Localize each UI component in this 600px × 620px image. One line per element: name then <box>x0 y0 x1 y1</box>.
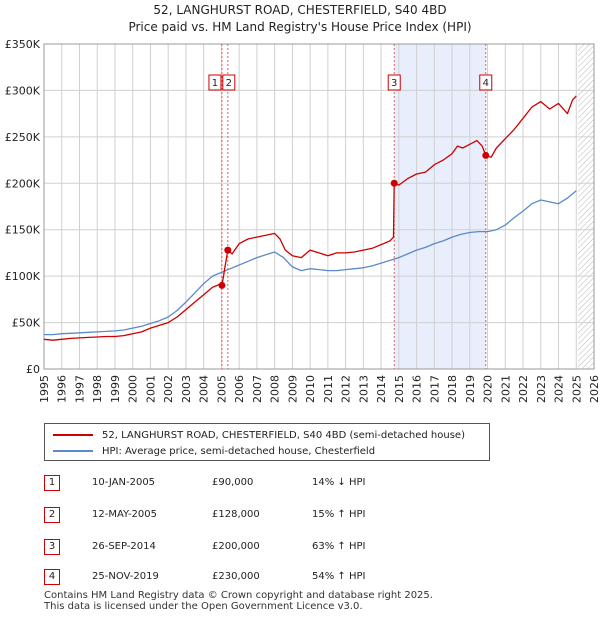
transaction-date: 12-MAY-2005 <box>92 509 158 520</box>
transaction-date: 25-NOV-2019 <box>92 571 159 582</box>
y-tick-label: £300K <box>5 84 41 97</box>
x-tick-label: 2007 <box>251 375 264 403</box>
x-tick-label: 1999 <box>109 375 122 403</box>
x-tick-label: 2018 <box>446 375 459 403</box>
sale-point <box>390 179 398 187</box>
transaction-row: 2 12-MAY-2005 £128,000 15% ↑ HPI <box>44 506 464 526</box>
x-tick-label: 2002 <box>162 375 175 403</box>
transaction-row: 1 10-JAN-2005 £90,000 14% ↓ HPI <box>44 474 464 494</box>
y-tick-label: £0 <box>26 363 40 376</box>
legend-item-price: 52, LANGHURST ROAD, CHESTERFIELD, S40 4B… <box>53 427 465 443</box>
transaction-date: 26-SEP-2014 <box>92 541 156 552</box>
footer: Contains HM Land Registry data © Crown c… <box>44 590 433 612</box>
x-tick-label: 1996 <box>56 375 69 403</box>
x-tick-label: 2005 <box>215 375 228 403</box>
y-tick-label: £100K <box>5 270 41 283</box>
y-tick-label: £350K <box>5 38 41 51</box>
x-tick-label: 1998 <box>91 375 104 403</box>
marker-badge-label: 3 <box>391 78 397 89</box>
transaction-price: £90,000 <box>212 477 254 488</box>
x-tick-label: 2001 <box>144 375 157 403</box>
marker-badge <box>479 74 493 91</box>
y-tick-label: £150K <box>5 224 41 237</box>
x-tick-label: 2000 <box>127 375 140 403</box>
sale-point <box>482 151 490 159</box>
x-tick-label: 2019 <box>464 375 477 403</box>
price-chart: £0 £50K £100K £150K £200K £250K £300K £350K 1995… <box>5 38 600 403</box>
legend-item-hpi: HPI: Average price, semi-detached house,… <box>53 443 375 459</box>
transaction-number: 2 <box>44 507 60 523</box>
chart-title-line2: Price paid vs. HM Land Registry's House … <box>128 20 472 34</box>
x-tick-label: 2011 <box>322 375 335 403</box>
x-tick-label: 2025 <box>570 375 583 403</box>
x-tick-label: 1997 <box>73 375 86 403</box>
x-tick-label: 2004 <box>198 375 211 403</box>
sale-point <box>224 246 232 254</box>
x-tick-label: 2024 <box>553 375 566 403</box>
transaction-number: 3 <box>44 539 60 555</box>
transaction-price: £128,000 <box>212 509 260 520</box>
legend-label-hpi: HPI: Average price, semi-detached house,… <box>102 445 376 457</box>
marker-badge <box>208 74 222 91</box>
x-tick-label: 2014 <box>375 375 388 403</box>
hpi-line <box>44 190 577 336</box>
legend: 52, LANGHURST ROAD, CHESTERFIELD, S40 4B… <box>44 423 490 461</box>
chart-title-line1: 52, LANGHURST ROAD, CHESTERFIELD, S40 4B… <box>153 3 447 17</box>
footer-licence: This data is licensed under the Open Gov… <box>44 601 363 612</box>
legend-swatch-hpi <box>53 450 93 452</box>
transaction-row: 3 26-SEP-2014 £200,000 63% ↑ HPI <box>44 538 464 558</box>
marker-badge <box>222 74 236 91</box>
footer-copyright: Contains HM Land Registry data © Crown c… <box>44 590 433 601</box>
legend-swatch-price <box>53 434 93 436</box>
transaction-hpi: 63% ↑ HPI <box>312 541 366 552</box>
x-tick-label: 1995 <box>38 375 51 403</box>
transaction-row: 4 25-NOV-2019 £230,000 54% ↑ HPI <box>44 568 464 588</box>
transaction-price: £230,000 <box>212 571 260 582</box>
shaded-period <box>394 44 486 369</box>
future-hatch <box>578 44 594 369</box>
x-tick-label: 2015 <box>393 375 406 403</box>
legend-label-price: 52, LANGHURST ROAD, CHESTERFIELD, S40 4B… <box>102 429 465 441</box>
transaction-hpi: 14% ↓ HPI <box>312 477 366 488</box>
x-tick-label: 2012 <box>340 375 353 403</box>
y-tick-label: £250K <box>5 131 41 144</box>
x-tick-label: 2022 <box>517 375 530 403</box>
transaction-date: 10-JAN-2005 <box>92 477 156 488</box>
x-tick-label: 2021 <box>499 375 512 403</box>
x-tick-label: 2013 <box>357 375 370 403</box>
marker-badge-label: 2 <box>226 78 232 89</box>
x-tick-label: 2010 <box>304 375 317 403</box>
x-tick-label: 2009 <box>286 375 299 403</box>
transaction-hpi: 54% ↑ HPI <box>312 571 366 582</box>
x-tick-label: 2003 <box>180 375 193 403</box>
y-tick-label: £50K <box>12 317 41 330</box>
x-tick-label: 2008 <box>269 375 282 403</box>
marker-badge <box>387 74 401 91</box>
plot-frame <box>43 43 595 370</box>
transaction-hpi: 15% ↑ HPI <box>312 509 366 520</box>
x-tick-label: 2020 <box>482 375 495 403</box>
x-tick-label: 2023 <box>535 375 548 403</box>
x-tick-label: 2026 <box>588 375 600 403</box>
y-tick-label: £200K <box>5 177 41 190</box>
x-tick-label: 2017 <box>428 375 441 403</box>
transaction-number: 1 <box>44 475 60 491</box>
x-tick-label: 2016 <box>411 375 424 403</box>
sale-point <box>218 281 226 289</box>
x-tick-label: 2006 <box>233 375 246 403</box>
transaction-number: 4 <box>44 569 60 585</box>
marker-badge-label: 4 <box>483 78 489 89</box>
transaction-price: £200,000 <box>212 541 260 552</box>
marker-badge-label: 1 <box>212 78 218 89</box>
chart-title: 52, LANGHURST ROAD, CHESTERFIELD, S40 4B… <box>0 2 600 36</box>
